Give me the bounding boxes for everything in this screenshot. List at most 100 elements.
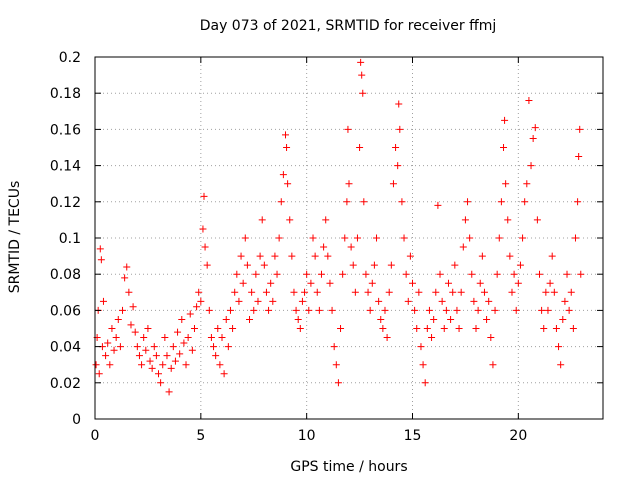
y-tick-label: 0.14 (50, 159, 81, 175)
data-point (239, 279, 247, 287)
data-point (483, 315, 491, 323)
data-point (235, 297, 243, 305)
data-point (523, 180, 531, 188)
data-point (538, 306, 546, 314)
y-tick-label: 0.2 (59, 50, 81, 66)
data-point (434, 201, 442, 209)
data-point (119, 306, 127, 314)
data-point (279, 171, 287, 179)
data-point (269, 297, 277, 305)
data-point (489, 361, 497, 369)
data-point (155, 370, 162, 378)
data-point (402, 270, 410, 278)
data-point (531, 124, 539, 132)
data-point (180, 339, 188, 347)
data-point (550, 288, 558, 296)
data-point (165, 388, 173, 396)
data-point (294, 315, 302, 323)
data-point (419, 361, 427, 369)
data-point (326, 279, 334, 287)
data-point (313, 288, 321, 296)
data-point (214, 325, 222, 332)
data-point (470, 297, 478, 305)
data-point (305, 306, 313, 314)
data-point (432, 288, 440, 296)
data-point (516, 261, 524, 269)
data-point (241, 234, 249, 242)
x-tick-label: 20 (509, 428, 527, 444)
data-point (555, 343, 563, 351)
data-point (356, 144, 364, 151)
data-point (157, 379, 165, 387)
x-tick-label: 0 (91, 428, 100, 444)
data-point (449, 288, 457, 296)
data-point (275, 234, 283, 242)
data-point (453, 306, 461, 314)
data-point (512, 306, 520, 314)
data-point (133, 343, 141, 351)
data-point (353, 234, 361, 242)
data-point (425, 306, 433, 314)
data-point (444, 279, 452, 287)
data-point (197, 297, 205, 305)
data-point (203, 261, 211, 269)
data-point (205, 306, 213, 314)
data-point (495, 234, 503, 242)
data-point (150, 343, 158, 351)
y-tick-label: 0.08 (50, 267, 81, 283)
y-tick-label: 0 (72, 412, 81, 428)
data-point (491, 306, 499, 314)
data-point (359, 89, 367, 97)
data-point (344, 125, 352, 133)
data-point (506, 252, 514, 260)
data-point (451, 261, 459, 269)
data-point (406, 252, 414, 260)
data-point (182, 361, 190, 369)
data-point (508, 288, 516, 296)
data-point (411, 306, 419, 314)
data-point (430, 315, 438, 323)
data-point (375, 297, 383, 305)
data-point (459, 243, 467, 251)
data-point (478, 252, 486, 260)
data-point (497, 198, 505, 206)
data-point (303, 270, 311, 278)
data-point (178, 315, 186, 323)
data-point (501, 116, 509, 124)
data-point (110, 346, 118, 354)
data-point (544, 306, 552, 314)
data-point (97, 256, 105, 264)
data-point (267, 279, 275, 287)
data-point (190, 325, 198, 332)
data-point (385, 288, 393, 296)
data-point (144, 325, 152, 332)
y-tick-label: 0.18 (50, 86, 81, 102)
data-point (207, 334, 215, 342)
data-point (142, 346, 150, 354)
data-point (476, 279, 484, 287)
data-point (328, 306, 336, 314)
data-point (423, 325, 431, 332)
data-point (131, 328, 139, 336)
data-point (121, 274, 129, 282)
data-point (104, 339, 112, 347)
data-point (364, 288, 372, 296)
data-point (260, 261, 268, 269)
data-point (381, 306, 389, 314)
data-point (527, 162, 535, 170)
data-point (347, 243, 355, 251)
data-point (290, 288, 298, 296)
data-point (243, 261, 251, 269)
data-point (358, 71, 366, 79)
data-point (176, 350, 184, 358)
data-point (569, 325, 577, 332)
data-point (252, 270, 260, 278)
data-point (377, 315, 385, 323)
data-point (542, 288, 550, 296)
data-point (222, 315, 230, 323)
data-point (226, 306, 234, 314)
data-point (368, 279, 376, 287)
data-point (540, 325, 548, 332)
data-point (373, 234, 381, 242)
